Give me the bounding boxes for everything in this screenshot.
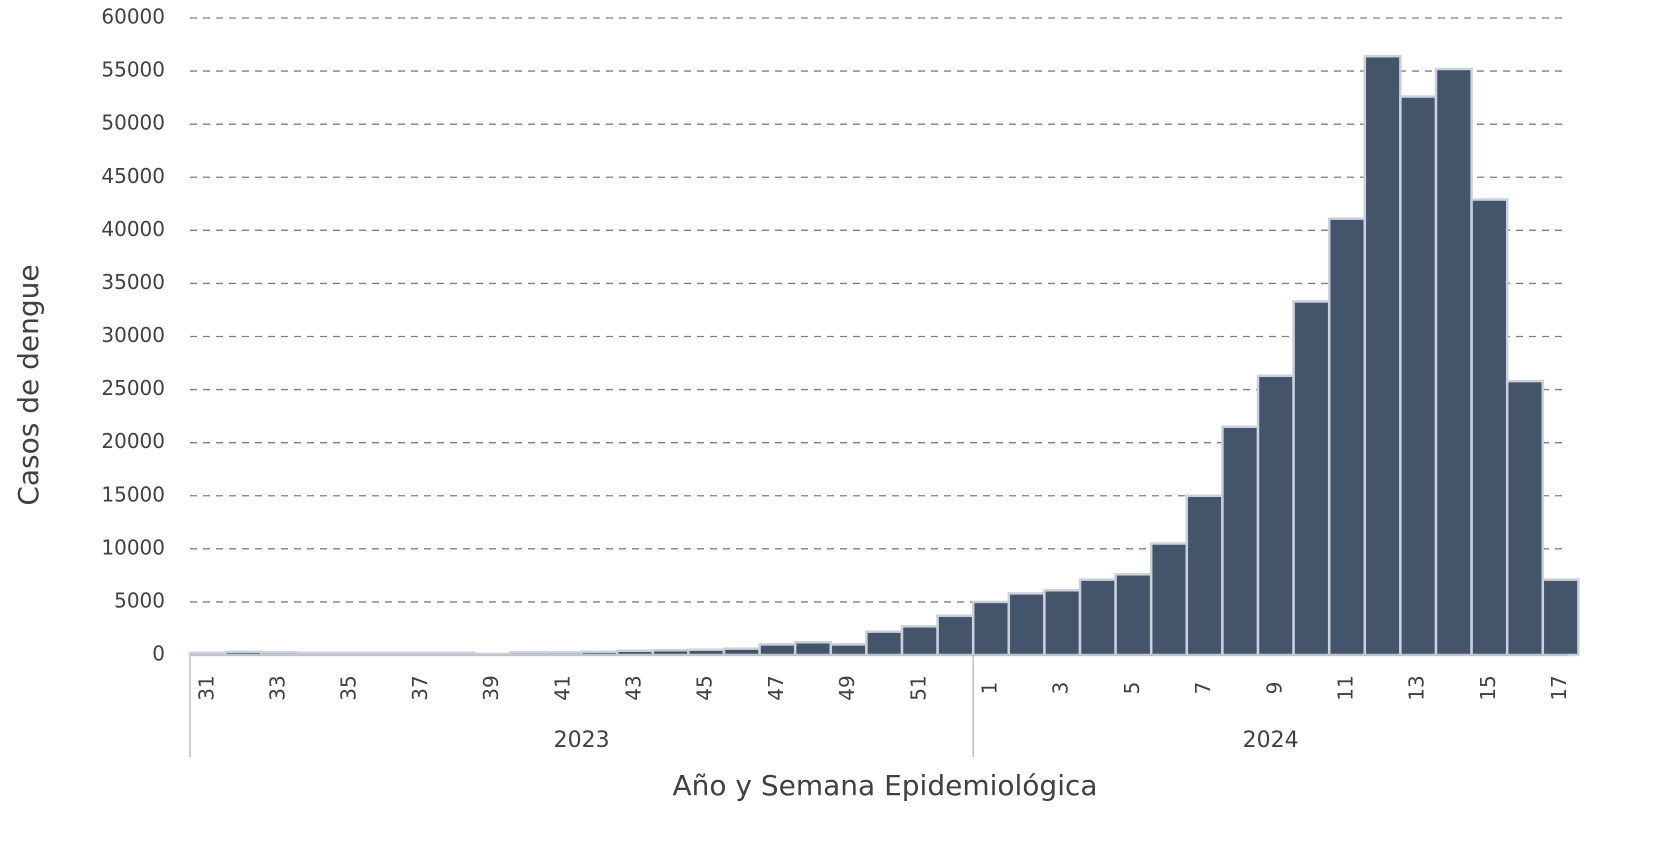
- x-tick-label: 5: [1120, 682, 1144, 695]
- y-tick-label: 30000: [101, 323, 165, 347]
- x-tick-label: 15: [1476, 675, 1500, 700]
- group-label: 2024: [1243, 728, 1299, 753]
- x-tick-label: 45: [693, 675, 717, 700]
- y-tick-label: 50000: [101, 111, 165, 135]
- bar: [793, 641, 833, 657]
- bar: [687, 648, 726, 657]
- y-tick-label: 55000: [101, 58, 165, 82]
- bar: [900, 625, 939, 657]
- bar: [936, 614, 975, 657]
- bar: [865, 630, 904, 657]
- bar: [1043, 588, 1082, 657]
- y-tick-label: 40000: [101, 217, 165, 241]
- x-tick-label: 11: [1334, 675, 1358, 700]
- bar: [1149, 542, 1189, 657]
- bar: [829, 643, 868, 657]
- x-tick-label: 35: [337, 675, 361, 700]
- y-tick-label: 10000: [101, 535, 165, 559]
- bar: [1434, 67, 1473, 657]
- bar: [1470, 198, 1509, 657]
- y-tick-label: 45000: [101, 164, 165, 188]
- y-tick-label: 20000: [101, 429, 165, 453]
- x-tick-label: 9: [1262, 682, 1286, 695]
- bar: [971, 600, 1011, 657]
- y-tick-label: 5000: [114, 588, 165, 612]
- x-tick-label: 49: [835, 675, 859, 700]
- bar: [1505, 379, 1545, 657]
- bar: [1292, 300, 1331, 657]
- bar: [1114, 573, 1153, 657]
- x-tick-label: 1: [978, 682, 1002, 695]
- x-tick-label: 51: [906, 675, 930, 700]
- x-tick-label: 7: [1191, 682, 1215, 695]
- bar: [1363, 54, 1402, 657]
- bar: [1256, 374, 1295, 657]
- y-tick-label: 0: [152, 642, 165, 666]
- x-tick-label: 37: [408, 675, 432, 700]
- x-tick-label: 41: [550, 675, 574, 700]
- bar: [1541, 578, 1580, 657]
- x-tick-label: 33: [266, 675, 290, 700]
- bar: [1007, 592, 1046, 657]
- y-tick-label: 60000: [101, 5, 165, 29]
- y-axis-title: Casos de dengue: [12, 264, 45, 505]
- x-tick-label: 47: [764, 675, 788, 700]
- group-label: 2023: [554, 728, 610, 753]
- bar: [722, 647, 761, 657]
- bar: [1399, 95, 1438, 657]
- bar: [1327, 217, 1367, 657]
- x-tick-label: 3: [1049, 682, 1073, 695]
- x-axis-title: Año y Semana Epidemiológica: [672, 769, 1097, 802]
- bar: [1185, 494, 1224, 657]
- y-tick-label: 15000: [101, 482, 165, 506]
- x-tick-label: 39: [479, 675, 503, 700]
- bar: [758, 643, 797, 657]
- x-tick-label: 13: [1405, 675, 1429, 700]
- bar: [1078, 578, 1117, 657]
- x-tick-label: 17: [1547, 675, 1571, 700]
- x-tick-label: 31: [194, 675, 218, 700]
- y-tick-label: 25000: [101, 376, 165, 400]
- bar: [1221, 425, 1260, 657]
- y-tick-label: 35000: [101, 270, 165, 294]
- x-tick-label: 43: [622, 675, 646, 700]
